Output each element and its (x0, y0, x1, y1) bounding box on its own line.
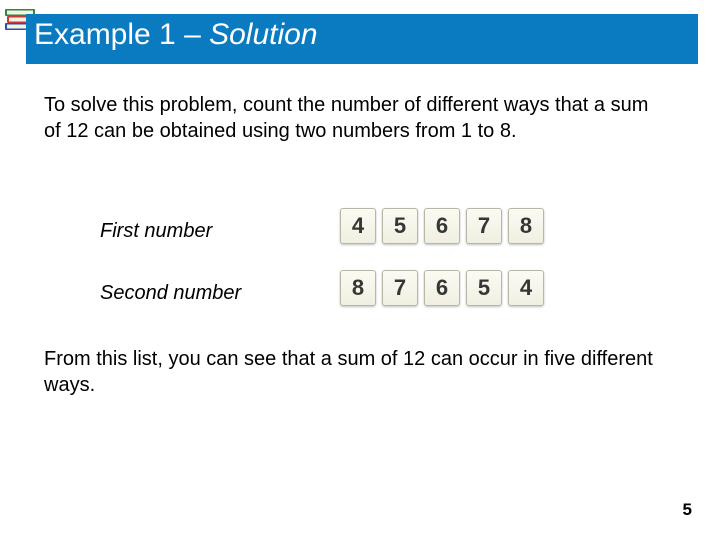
label-second-number: Second number (100, 282, 241, 305)
tile: 6 (424, 208, 460, 244)
tile: 5 (382, 208, 418, 244)
tile: 8 (508, 208, 544, 244)
tile: 4 (340, 208, 376, 244)
tiles-row-second: 8 7 6 5 4 (340, 270, 544, 306)
page-number: 5 (683, 500, 692, 520)
tiles-row-first: 4 5 6 7 8 (340, 208, 544, 244)
paragraph-1: To solve this problem, count the number … (44, 92, 654, 144)
page-title: Example 1 – Solution (34, 18, 318, 52)
tile: 5 (466, 270, 502, 306)
tile: 7 (466, 208, 502, 244)
title-prefix: Example 1 – (34, 18, 209, 51)
paragraph-2: From this list, you can see that a sum o… (44, 346, 664, 398)
title-italic: Solution (209, 18, 317, 51)
tile: 4 (508, 270, 544, 306)
tile: 8 (340, 270, 376, 306)
tile: 7 (382, 270, 418, 306)
tile: 6 (424, 270, 460, 306)
label-first-number: First number (100, 220, 212, 243)
